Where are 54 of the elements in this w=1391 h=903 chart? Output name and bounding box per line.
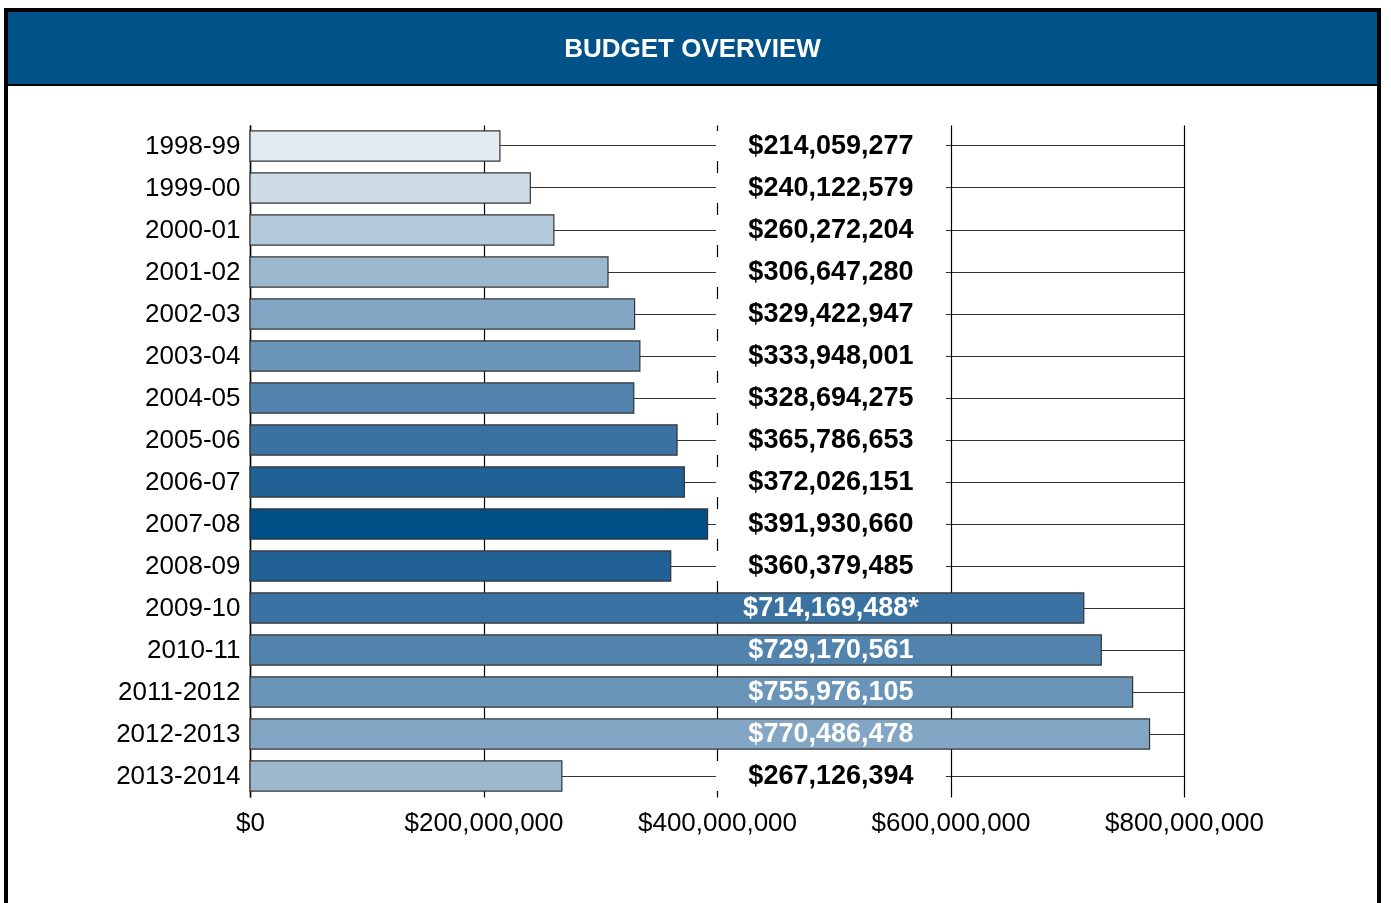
x-tick-label: $0	[236, 806, 265, 837]
data-label: $770,486,478	[748, 718, 914, 748]
data-label: $360,379,485	[748, 550, 914, 580]
data-label: $391,930,660	[748, 508, 914, 538]
bar	[249, 298, 636, 330]
y-tick-label: 1998-99	[145, 130, 241, 160]
y-tick-label: 2009-10	[145, 592, 241, 622]
data-label: $372,026,151	[748, 466, 914, 496]
bar	[249, 424, 678, 456]
data-label: $333,948,001	[748, 340, 914, 370]
y-tick-label: 2007-08	[145, 508, 241, 538]
chart-title: BUDGET OVERVIEW	[8, 12, 1377, 86]
x-tick-label: $600,000,000	[871, 806, 1031, 837]
y-tick-label: 2011-2012	[118, 676, 241, 706]
data-label: $240,122,579	[748, 172, 914, 202]
y-tick-label: 2006-07	[145, 466, 241, 496]
bar	[249, 676, 1134, 708]
x-tick-label: $400,000,000	[637, 806, 798, 837]
bar	[249, 634, 1102, 666]
y-tick-label: 2012-2013	[116, 718, 241, 748]
bar	[249, 172, 531, 204]
y-tick-label: 2010-11	[147, 634, 241, 664]
y-tick-label: 2002-03	[145, 298, 241, 328]
x-tick-label: $800,000,000	[1104, 806, 1265, 837]
bar	[249, 340, 641, 372]
data-label: $214,059,277	[748, 130, 914, 160]
bar	[249, 256, 609, 288]
bar	[249, 214, 555, 246]
bar	[249, 592, 1085, 624]
bar	[249, 550, 672, 582]
data-label: $329,422,947	[748, 298, 914, 328]
y-tick-label: 2008-09	[145, 550, 241, 580]
bar	[249, 718, 1151, 750]
y-tick-label: 2003-04	[145, 340, 241, 370]
bar	[249, 508, 709, 540]
y-tick-label: 2004-05	[145, 382, 241, 412]
bar	[249, 382, 635, 414]
data-label: $260,272,204	[748, 214, 914, 244]
bar	[249, 760, 563, 792]
y-tick-label: 2000-01	[145, 214, 241, 244]
bar	[249, 130, 501, 162]
x-tick-label: $200,000,000	[404, 806, 564, 837]
data-label: $267,126,394	[748, 760, 914, 790]
data-label: $328,694,275	[748, 382, 914, 412]
data-label: $714,169,488*	[743, 592, 920, 622]
data-label: $755,976,105	[748, 676, 914, 706]
data-label: $729,170,561	[748, 634, 914, 664]
bar	[249, 466, 685, 498]
data-label: $365,786,653	[748, 424, 914, 454]
y-tick-label: 2001-02	[145, 256, 241, 286]
y-tick-label: 2013-2014	[116, 760, 241, 790]
y-tick-label: 1999-00	[145, 172, 241, 202]
y-tick-label: 2005-06	[145, 424, 241, 454]
data-label: $306,647,280	[748, 256, 914, 286]
